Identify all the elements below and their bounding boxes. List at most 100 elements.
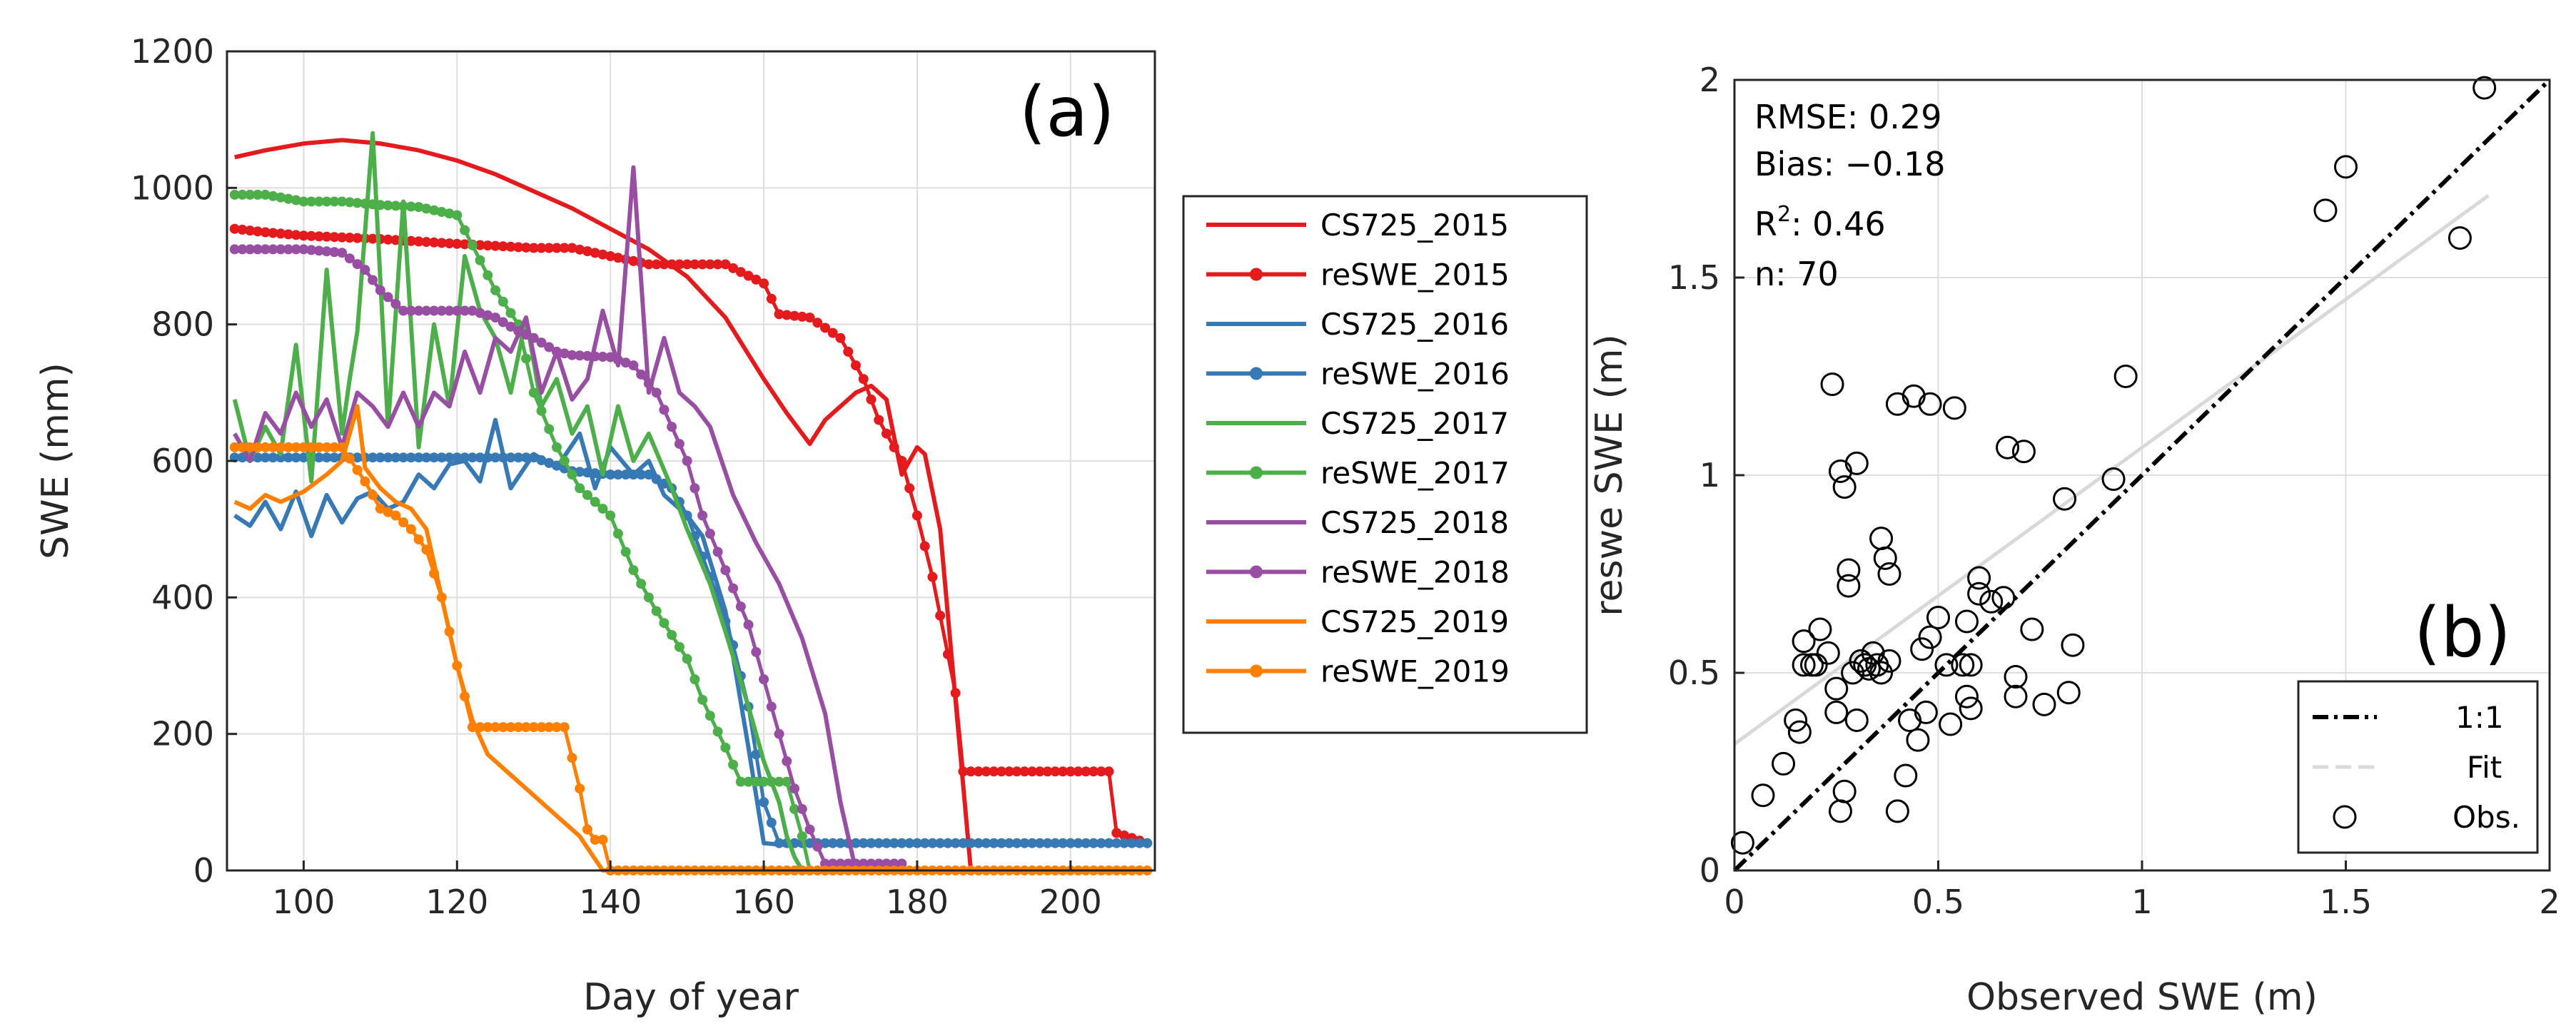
marker-reSWE_2016-17-7 (889, 838, 899, 848)
marker-reSWE_2016-2-3 (398, 452, 409, 463)
marker-reSWE_2016-3-1 (460, 452, 470, 463)
stat-r2: R2: 0.46 (1754, 202, 1886, 243)
marker-reSWE_2016-13-1 (751, 749, 762, 760)
tick-label-y-400: 400 (151, 578, 214, 616)
marker-reSWE_2015-4-6 (497, 241, 508, 252)
legend-label-CS725_2015: CS725_2015 (1320, 208, 1509, 243)
marker-reSWE_2018-15-2 (643, 378, 654, 389)
obs-point-21 (1844, 708, 1869, 732)
obs-point-12 (1824, 700, 1849, 724)
marker-reSWE_2018-9-1 (497, 317, 508, 327)
stat-r2-sup: 2 (1777, 202, 1791, 227)
marker-reSWE_2017-1-1 (268, 191, 278, 201)
marker-reSWE_2018-0-3 (252, 244, 263, 255)
marker-reSWE_2016-6-0 (605, 469, 616, 480)
marker-reSWE_2018-12-1 (559, 348, 570, 359)
marker-reSWE_2015-0-2 (245, 225, 256, 236)
marker-reSWE_2018-15-1 (636, 369, 647, 380)
marker-reSWE_2016-2-5 (413, 452, 424, 463)
marker-reSWE_2018-1-4 (329, 247, 340, 258)
marker-reSWE_2016-19-3 (1011, 838, 1022, 848)
marker-reSWE_2018-11-2 (544, 342, 555, 352)
marker-reSWE_2016-end (1142, 838, 1153, 848)
marker-reSWE_2018-20-1 (728, 583, 739, 594)
obs-point-68 (2334, 155, 2358, 179)
marker-reSWE_2019-12-0 (483, 722, 493, 733)
marker-reSWE_2016-6-3 (628, 469, 639, 480)
marker-reSWE_2016-17-5 (874, 838, 884, 848)
marker-reSWE_2015-22-1 (981, 766, 991, 777)
obs-point-67 (2313, 198, 2338, 223)
marker-reSWE_2017-14-2 (667, 629, 677, 640)
marker-reSWE_2018-21-1 (751, 646, 762, 657)
marker-reSWE_2015-8-0 (643, 259, 654, 270)
marker-reSWE_2015-2-4 (329, 232, 340, 243)
marker-reSWE_2016-18-5 (950, 838, 961, 848)
marker-reSWE_2015-3-4 (405, 235, 416, 246)
marker-reSWE_2018-26-1 (827, 858, 838, 869)
obs-point-60 (2020, 617, 2044, 641)
marker-reSWE_2016-4-3 (551, 460, 562, 471)
marker-reSWE_2016-2-0 (375, 452, 385, 463)
marker-reSWE_2015-19-0 (927, 572, 938, 582)
obs-point-63 (2056, 681, 2081, 705)
marker-reSWE_2017-4-2 (390, 200, 401, 211)
marker-reSWE_2018-26-3 (843, 858, 854, 869)
marker-reSWE_2019-1-4 (291, 442, 301, 452)
marker-reSWE_2016-14-1 (766, 818, 777, 828)
marker-reSWE_2019-13-1 (521, 722, 532, 733)
marker-reSWE_2019-12-2 (497, 722, 508, 733)
panel-b-points (1730, 76, 2497, 855)
marker-reSWE_2015-23-1 (1034, 766, 1045, 777)
tick-label-x-180: 180 (886, 883, 949, 921)
marker-reSWE_2019-5-0 (375, 503, 385, 514)
marker-reSWE_2016-7-0 (643, 469, 654, 480)
obs-point-17 (1832, 779, 1857, 803)
marker-reSWE_2019-4-0 (360, 476, 370, 487)
marker-reSWE_2018-6-0 (436, 305, 447, 316)
marker-reSWE_2016-17-3 (858, 838, 869, 848)
marker-reSWE_2018-0-7 (283, 244, 293, 255)
marker-reSWE_2019-13-0 (513, 722, 524, 733)
marker-reSWE_2017-3-2 (352, 198, 363, 208)
marker-reSWE_2016-19-9 (1058, 838, 1069, 848)
marker-reSWE_2018-25-1 (812, 841, 823, 852)
marker-reSWE_2015-3-7 (429, 237, 440, 248)
obs-point-32 (1877, 649, 1901, 673)
marker-reSWE_2018-3-0 (360, 265, 370, 275)
marker-reSWE_2015-19-1 (935, 610, 946, 621)
marker-reSWE_2015-22-4 (1004, 766, 1014, 777)
stat-rmse: RMSE: 0.29 (1754, 98, 1941, 136)
marker-reSWE_2016-18-8 (973, 838, 984, 848)
marker-reSWE_2016-20-5 (1103, 838, 1114, 848)
marker-reSWE_2016-6-1 (612, 469, 623, 480)
legend-marker-reSWE_2018 (1250, 565, 1263, 579)
obs-point-28 (1869, 661, 1894, 685)
marker-reSWE_2015-18-0 (911, 510, 922, 521)
marker-reSWE_2016-3-0 (452, 452, 463, 463)
marker-reSWE_2017-1-3 (283, 193, 293, 204)
marker-reSWE_2017-16-0 (697, 694, 708, 705)
marker-reSWE_2015-1-0 (260, 227, 271, 238)
marker-reSWE_2015-5-0 (528, 243, 539, 253)
legend-marker-reSWE_2019 (1250, 664, 1263, 678)
marker-reSWE_2018-11-0 (528, 332, 539, 343)
obs-point-59 (2011, 440, 2036, 464)
marker-reSWE_2019-1-0 (260, 442, 271, 452)
marker-reSWE_2015-5-2 (544, 243, 555, 253)
panel-b-ylabel: reswe SWE (m) (1588, 334, 1631, 616)
marker-reSWE_2015-12-1 (782, 310, 792, 320)
marker-reSWE_2019-5-1 (383, 507, 393, 517)
b-tick-label-y-0.5: 0.5 (1668, 654, 1720, 692)
obs-point-40 (1914, 700, 1938, 724)
obs-point-64 (2061, 633, 2085, 657)
marker-reSWE_2015-22-5 (1011, 766, 1022, 777)
legend-marker-reSWE_2015 (1250, 268, 1263, 281)
marker-reSWE_2017-11-2 (590, 497, 600, 507)
series-line-CS725_2015 (234, 138, 1148, 873)
obs-point-43 (1926, 605, 1950, 629)
marker-reSWE_2017-6-0 (452, 210, 463, 220)
marker-reSWE_2017-0-3 (252, 189, 263, 200)
legend-label-CS725_2016: CS725_2016 (1320, 307, 1509, 342)
obs-point-46 (1942, 396, 1966, 420)
